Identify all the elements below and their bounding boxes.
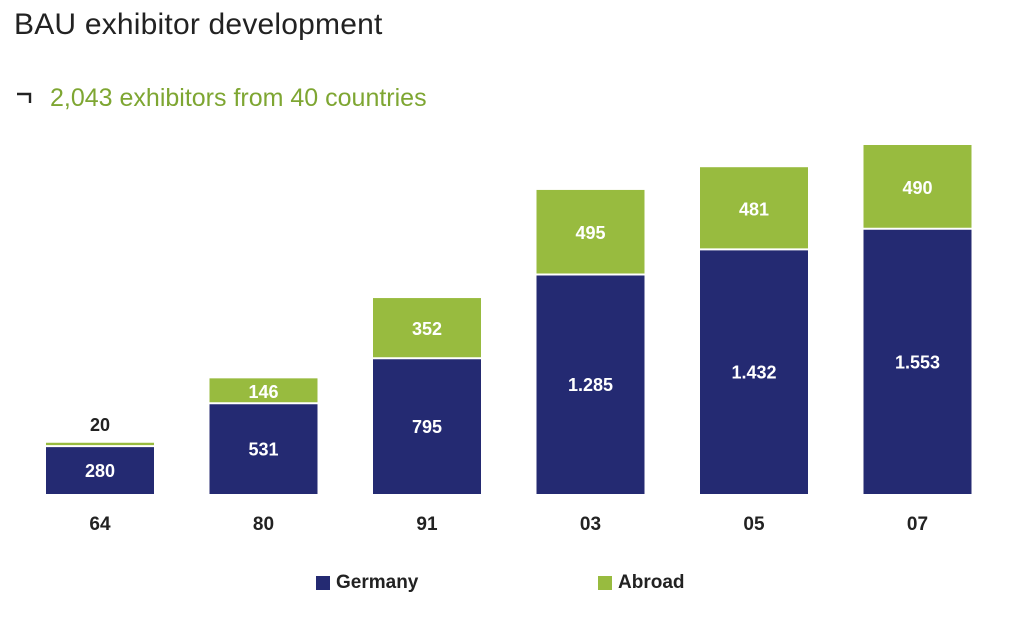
bar-abroad-05 [700,167,808,250]
data-label-abroad-07: 490 [902,178,932,198]
bar-germany-64 [46,446,154,494]
bar-group-05: 1.432 481 [700,167,808,494]
bar-abroad-03 [536,189,645,275]
bar-germany-91 [373,358,481,494]
bar-germany-07 [863,228,972,495]
x-tick-label-91: 91 [416,514,438,535]
bar-abroad-80 [209,378,318,404]
legend-item-germany: Germany [316,572,418,594]
bar-germany-80 [209,403,318,494]
legend-label-abroad: Abroad [618,572,685,593]
chart-subtitle: 2,043 exhibitors from 40 countries [50,84,427,112]
data-label-germany-64: 280 [85,461,115,481]
legend-item-abroad: Abroad [598,572,685,594]
bar-group-64: 280 20 [46,415,154,494]
data-label-abroad-03: 495 [575,223,605,243]
bar-group-91: 795 352 [373,298,481,494]
chart-title: BAU exhibitor development [14,8,383,41]
legend: Germany Abroad [0,572,1024,598]
data-label-abroad-91: 352 [412,319,442,339]
legend-swatch-abroad [598,576,612,590]
data-label-abroad-64: 20 [90,415,110,435]
data-label-germany-80: 531 [248,440,278,460]
bar-abroad-64 [46,442,154,447]
data-label-germany-03: 1.285 [568,375,613,395]
x-tick-label-80: 80 [253,514,274,535]
bar-group-03: 1.285 495 [536,189,645,494]
bar-group-07: 1.553 490 [863,145,972,495]
subtitle-row: 2,043 exhibitors from 40 countries [14,84,427,113]
bar-abroad-91 [373,298,481,359]
data-label-germany-05: 1.432 [731,363,776,383]
data-label-germany-91: 795 [412,417,442,437]
bar-germany-05 [700,249,808,494]
x-tick-label-05: 05 [743,514,765,535]
x-tick-label-03: 03 [580,514,601,535]
arrow-icon [17,92,32,103]
data-label-abroad-80: 146 [248,382,278,402]
x-tick-label-64: 64 [89,514,111,535]
data-label-germany-07: 1.553 [895,352,940,372]
bar-germany-03 [536,274,645,494]
x-tick-label-07: 07 [907,514,928,535]
bar-group-80: 531 146 [209,378,318,494]
bar-abroad-07 [863,145,972,229]
legend-label-germany: Germany [336,572,419,593]
data-label-abroad-05: 481 [739,199,769,219]
legend-swatch-germany [316,576,330,590]
